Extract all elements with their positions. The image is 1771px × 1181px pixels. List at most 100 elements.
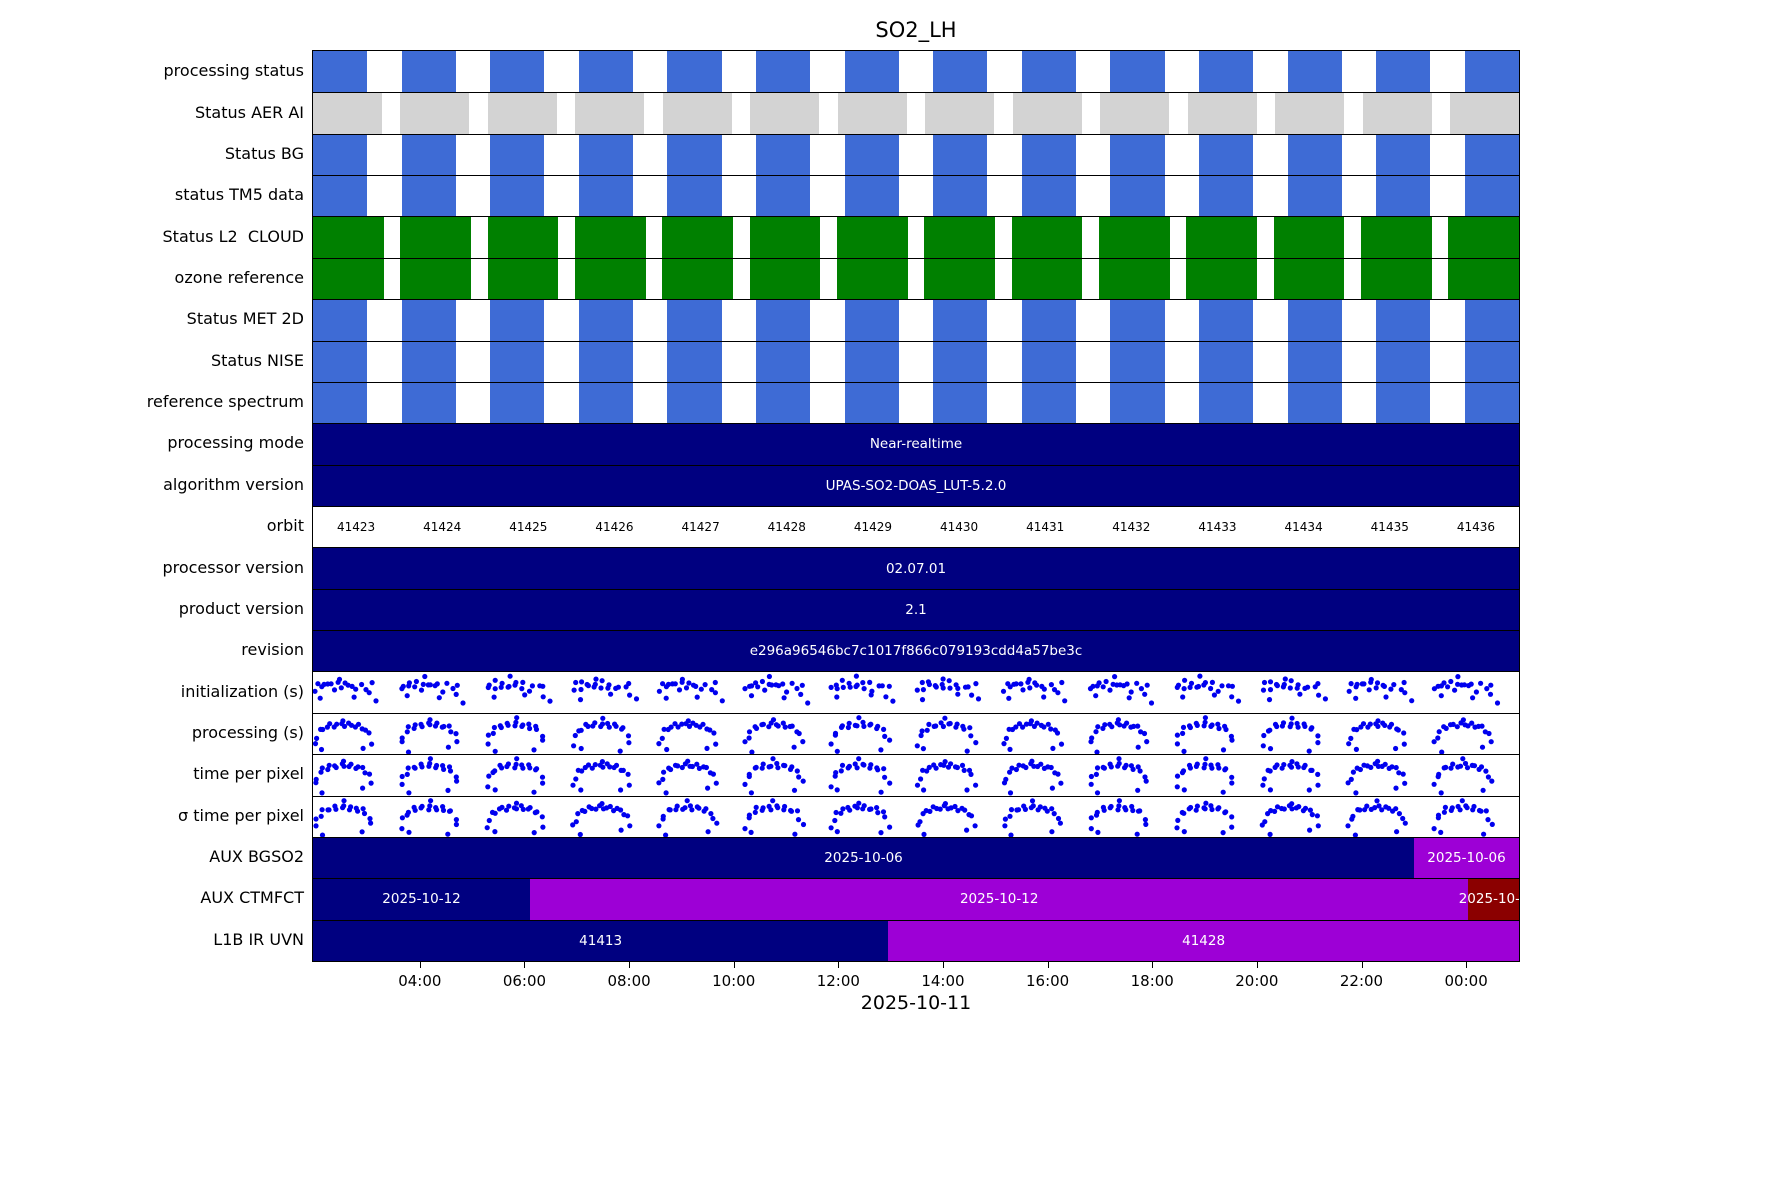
row-label-algorithm-version: algorithm version — [163, 474, 304, 494]
x-tick-mark — [1466, 962, 1468, 968]
status-block — [575, 217, 646, 258]
status-block — [933, 176, 988, 217]
status-block — [1464, 382, 1519, 424]
status-block — [1021, 51, 1077, 93]
status-block — [490, 134, 545, 176]
status-block — [933, 51, 988, 93]
status-block — [1186, 217, 1257, 258]
segment-label: e296a96546bc7c1017f866c079193cdd4a57be3c — [749, 643, 1083, 660]
status-block — [1287, 134, 1342, 176]
status-block — [1110, 176, 1165, 217]
x-tick-label: 06:00 — [502, 972, 547, 990]
segment-label: 41428 — [1182, 932, 1226, 949]
x-tick-label: 14:00 — [921, 972, 965, 990]
status-block — [313, 217, 384, 258]
segment: 2025-10-1 — [1459, 879, 1519, 920]
status-block — [1021, 382, 1077, 424]
row-label-status-met-2d: Status MET 2D — [186, 309, 304, 329]
status-block — [487, 93, 557, 134]
row-label-status-bg: Status BG — [224, 143, 304, 163]
status-block — [749, 258, 821, 300]
segment: 2.1 — [313, 589, 1519, 631]
status-block — [1110, 134, 1165, 176]
status-block — [1198, 341, 1254, 382]
x-tick-label: 20:00 — [1235, 972, 1279, 990]
scatter-processing-s — [313, 714, 1494, 755]
row-label-processing-mode: processing mode — [167, 433, 304, 453]
status-block — [755, 382, 811, 424]
row-aux-bgso2: 2025-10-06 2025-10-06 — [313, 836, 1519, 879]
orbit-number: 41430 — [939, 520, 979, 535]
status-block — [1464, 134, 1519, 176]
status-block — [1099, 217, 1170, 258]
orbit-number: 41429 — [853, 520, 892, 535]
status-block — [924, 217, 995, 258]
status-block — [1464, 300, 1519, 341]
x-tick-label: 12:00 — [816, 972, 860, 990]
segment: 2025-10-06 — [1414, 837, 1519, 879]
status-block — [844, 300, 899, 341]
status-block — [662, 258, 733, 300]
x-tick-label: 00:00 — [1444, 972, 1488, 990]
status-block — [667, 176, 722, 217]
status-block — [1376, 51, 1431, 93]
status-block — [1287, 176, 1342, 217]
x-tick-mark — [838, 962, 840, 968]
status-block — [755, 51, 811, 93]
row-label-processing-status: processing status — [163, 61, 304, 81]
status-block — [844, 176, 899, 217]
x-tick-mark — [1361, 962, 1363, 968]
row-label-l1b-ir-uvn: L1B IR UVN — [213, 929, 304, 949]
status-block — [1110, 51, 1165, 93]
status-block — [1021, 300, 1077, 341]
x-tick-mark — [1047, 962, 1049, 968]
row-labels: processing status Status AER AI Status BG s… — [0, 50, 304, 962]
status-block — [1273, 217, 1345, 258]
status-block — [1021, 176, 1077, 217]
row-processing-s — [313, 712, 1519, 755]
status-block — [490, 176, 545, 217]
status-block — [401, 341, 456, 382]
segment-label: 41413 — [579, 932, 623, 949]
status-block — [1362, 93, 1432, 134]
row-status-tm5-data — [313, 175, 1519, 217]
orbit-number: 41427 — [681, 520, 720, 535]
status-block — [933, 134, 988, 176]
status-block — [1100, 93, 1170, 134]
status-block — [1198, 382, 1254, 424]
scatter-time-per-pixel — [313, 756, 1495, 796]
row-time-per-pixel — [313, 754, 1519, 796]
status-block — [313, 382, 368, 424]
status-block — [667, 51, 722, 93]
status-block — [1198, 300, 1254, 341]
status-block — [1110, 382, 1165, 424]
status-block — [1376, 176, 1431, 217]
status-block — [313, 176, 368, 217]
row-initialization-s — [313, 671, 1519, 712]
status-block — [313, 300, 368, 341]
status-block — [844, 134, 899, 176]
row-aux-ctmfct: 2025-10-12 2025-10-12 2025-10-1 — [313, 878, 1519, 920]
x-tick-label: 08:00 — [607, 972, 651, 990]
status-block — [1273, 258, 1345, 300]
row-reference-spectrum — [313, 381, 1519, 424]
row-status-met-2d — [313, 299, 1519, 341]
status-block — [1361, 217, 1432, 258]
status-block — [575, 93, 645, 134]
status-block — [1361, 258, 1432, 300]
status-block — [1186, 258, 1257, 300]
row-label-product-version: product version — [178, 598, 304, 618]
orbit-number: 41425 — [509, 520, 548, 535]
scatter-time-per-pixel — [313, 797, 1495, 838]
status-block — [925, 93, 995, 134]
x-tick-label: 16:00 — [1025, 972, 1070, 990]
row-processing-status — [313, 51, 1519, 93]
status-block — [1448, 217, 1519, 258]
row-label-initialization-s: initialization (s) — [180, 681, 304, 701]
status-block — [400, 258, 471, 300]
status-block — [1187, 93, 1257, 134]
status-block — [933, 341, 988, 382]
status-block — [1464, 341, 1519, 382]
status-block — [662, 217, 733, 258]
